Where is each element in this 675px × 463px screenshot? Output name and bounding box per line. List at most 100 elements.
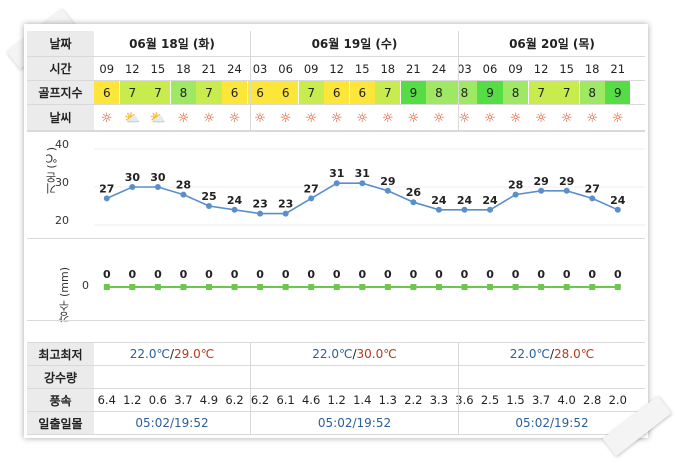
wind-speed-cell: 4.0	[557, 393, 576, 407]
precipitation-value-label: 0	[256, 268, 264, 281]
temperature-value-label: 29	[559, 175, 574, 188]
weather-cell: ☼	[554, 106, 580, 130]
weather-cell: ☼	[579, 106, 605, 130]
golf-index-cell: 7	[298, 81, 324, 104]
temp-tick-20: 20	[55, 214, 69, 227]
temperature-point	[563, 187, 570, 194]
temperature-point	[103, 195, 110, 202]
min-temp: 22.0℃	[312, 347, 353, 361]
precipitation-point	[333, 284, 340, 290]
temperature-point	[614, 206, 621, 213]
wind-speed-cell: 4.9	[199, 393, 219, 407]
temperature-value-label: 30	[125, 171, 141, 184]
temperature-point	[231, 206, 238, 213]
sun-icon: ☼	[203, 110, 215, 126]
precipitation-point	[103, 284, 110, 290]
max-temp: 28.0℃	[554, 347, 595, 361]
weather-cell: ☼	[477, 106, 503, 130]
sun-icon: ☼	[586, 110, 599, 126]
temperature-value-label: 27	[304, 182, 319, 195]
time-cell: 18	[584, 61, 600, 76]
rain-tick-0: 0	[82, 279, 89, 292]
wind-speed-cell: 1.2	[327, 393, 346, 407]
wind-speed-cell: 2.0	[608, 393, 627, 407]
temperature-value-label: 27	[585, 182, 600, 195]
sun-icon: ☼	[381, 110, 394, 126]
minmax-day-3: 22.0℃/28.0℃	[509, 347, 595, 361]
temperature-value-label: 24	[482, 194, 498, 207]
temperature-point	[154, 184, 161, 190]
time-cell: 12	[329, 61, 344, 76]
golf-index-cell: 9	[605, 81, 631, 104]
temperature-value-label: 24	[431, 194, 447, 207]
precipitation-value-label: 0	[231, 268, 239, 281]
sun-times-day-1: 05:02/19:52	[135, 416, 209, 430]
precipitation-value-label: 0	[333, 268, 341, 281]
temperature-value-label: 30	[150, 171, 166, 184]
precipitation-point	[512, 284, 519, 290]
min-temp: 22.0℃	[129, 347, 170, 361]
cloud-sun-icon: ⛅	[124, 110, 141, 126]
weather-cell: ☼	[222, 106, 248, 130]
min-temp: 22.0℃	[509, 347, 550, 361]
grid-line	[27, 320, 645, 321]
sun-icon: ☼	[433, 110, 445, 126]
precipitation-point	[231, 284, 238, 290]
grid-line	[27, 434, 645, 435]
time-cell: 09	[99, 61, 115, 76]
sun-icon: ☼	[509, 110, 522, 126]
grid-line	[27, 238, 645, 239]
weather-cell: ☼	[350, 106, 376, 130]
day-divider	[250, 31, 251, 130]
precipitation-value-label: 0	[512, 268, 520, 281]
time-cell: 06	[278, 61, 293, 76]
temperature-value-label: 24	[227, 194, 243, 207]
golf-index-cell: 6	[273, 81, 299, 104]
time-cell: 03	[457, 61, 472, 76]
time-cell: 21	[610, 61, 626, 76]
time-cell: 21	[406, 61, 421, 76]
precipitation-point	[614, 284, 621, 290]
temperature-precipitation-chart: 27 30 30 28 25 24 23 23 27 31 31 29 26 24 24 24 28 29 29 27…	[94, 148, 645, 290]
precipitation-point	[257, 284, 264, 290]
precipitation-point	[410, 284, 417, 290]
date-header-1: 06월 18일 (화)	[129, 37, 215, 51]
precipitation-point	[154, 284, 161, 290]
temperature-point	[333, 180, 340, 187]
temperature-point	[359, 180, 366, 187]
time-cell: 18	[380, 61, 396, 76]
weather-cell: ☼	[298, 106, 324, 130]
weather-cell: ☼	[426, 106, 452, 130]
time-cell: 24	[431, 61, 447, 76]
precipitation-point	[384, 284, 391, 290]
temperature-value-label: 24	[610, 194, 626, 207]
time-cell: 09	[508, 61, 523, 76]
precipitation-value-label: 0	[461, 268, 469, 281]
grid-line	[27, 130, 645, 131]
golf-index-cell: 7	[375, 81, 401, 104]
grid-line	[27, 56, 645, 57]
day-divider	[250, 342, 251, 434]
wind-speed-cell: 6.4	[97, 393, 116, 407]
time-cell: 24	[227, 61, 242, 76]
precipitation-value-label: 0	[307, 268, 315, 281]
sun-icon: ☼	[560, 110, 573, 126]
wind-speed-cell: 0.6	[148, 393, 167, 407]
sun-icon: ☼	[484, 110, 496, 126]
temp-tick-40: 40	[55, 138, 69, 151]
weather-cell: ☼	[94, 106, 120, 130]
time-cell: 09	[303, 61, 319, 76]
temperature-point	[308, 195, 315, 202]
temperature-value-label: 28	[508, 179, 523, 192]
precipitation-point	[359, 284, 366, 290]
temperature-point	[461, 206, 468, 213]
wind-speed-cell: 2.8	[583, 393, 602, 407]
grid-line	[27, 104, 645, 105]
precipitation-point	[461, 284, 468, 290]
temperature-point	[257, 210, 264, 217]
row-label-sunrise: 일출일몰	[27, 412, 94, 435]
precipitation-value-label: 0	[614, 268, 622, 281]
weather-forecast-card: 날짜 시간 골프지수 날씨 최고최저 강수량 풍속 일출일몰 06월 18일 (…	[24, 24, 648, 438]
precipitation-point	[129, 284, 136, 290]
row-label-wind: 풍속	[27, 389, 94, 412]
